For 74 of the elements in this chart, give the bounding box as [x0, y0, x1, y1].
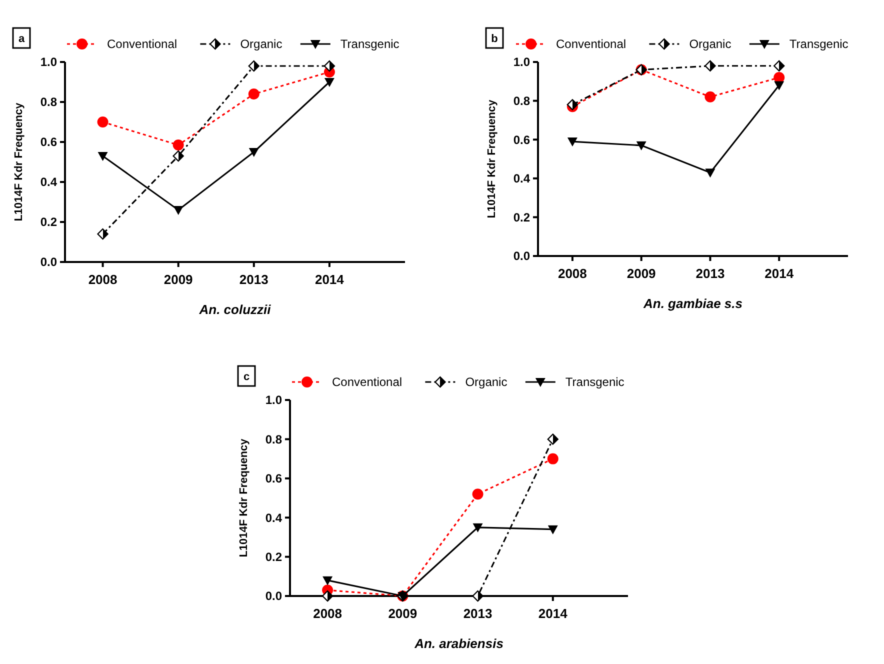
x-tick-label: 2009	[388, 606, 418, 621]
y-tick-label: 0.0	[265, 589, 282, 604]
point	[567, 138, 578, 147]
chart-title: a	[18, 33, 26, 45]
y-axis-title: L1014F Kdr Frequency	[13, 102, 25, 222]
y-tick-label: 0.4	[40, 175, 58, 190]
point	[97, 228, 108, 240]
legend-label: Transgenic	[565, 375, 624, 390]
x-tick-label: 2014	[764, 266, 794, 281]
point	[774, 60, 785, 72]
legend-label: Conventional	[332, 375, 402, 390]
legend-label: Organic	[240, 37, 282, 52]
point	[98, 152, 108, 161]
x-tick-label: 2008	[313, 606, 342, 621]
y-tick-label: 0.8	[40, 95, 58, 110]
point	[248, 60, 260, 72]
y-tick-label: 0.2	[265, 550, 282, 564]
legend-label: Conventional	[556, 37, 626, 52]
point	[97, 116, 108, 128]
y-tick-label: 1.0	[513, 55, 530, 70]
chart-title: c	[243, 371, 250, 383]
y-tick-label: 0.4	[265, 510, 282, 525]
point	[322, 576, 333, 586]
y-tick-label: 0.6	[513, 132, 530, 147]
x-axis-title: An. coluzzii	[198, 302, 272, 317]
point	[472, 488, 484, 500]
x-tick-label: 2008	[88, 272, 118, 287]
point	[324, 78, 334, 87]
x-tick-label: 2008	[558, 266, 587, 281]
x-tick-label: 2014	[538, 606, 568, 621]
y-tick-label: 0.0	[513, 249, 530, 264]
x-tick-label: 2013	[463, 606, 492, 621]
point	[636, 141, 646, 150]
point	[705, 168, 716, 178]
y-tick-label: 0.8	[513, 94, 530, 108]
y-axis-title: L1014F Kdr Frequency	[238, 438, 250, 558]
point	[774, 81, 784, 90]
y-tick-label: 0.0	[40, 255, 58, 270]
chart-title: b	[491, 33, 498, 45]
y-tick-label: 0.2	[40, 215, 58, 230]
y-tick-label: 0.2	[513, 210, 530, 224]
point	[547, 434, 558, 445]
y-tick-label: 1.0	[265, 393, 282, 408]
legend-label: Transgenic	[789, 37, 848, 52]
x-tick-label: 2013	[696, 266, 725, 281]
point	[172, 140, 184, 150]
point	[248, 88, 260, 100]
point	[322, 590, 334, 602]
y-tick-label: 1.0	[40, 55, 58, 70]
point	[547, 453, 558, 464]
legend-label: Transgenic	[340, 37, 400, 52]
point	[472, 590, 484, 602]
y-tick-label: 0.6	[40, 135, 58, 150]
x-axis-title: An. gambiae s.s	[642, 296, 742, 311]
legend-label: Organic	[465, 375, 508, 390]
point	[704, 91, 716, 102]
y-axis-title: L1014F Kdr Frequency	[486, 98, 498, 218]
point	[172, 150, 184, 162]
point	[324, 60, 336, 72]
legend-label: Conventional	[107, 37, 178, 52]
point	[173, 206, 184, 215]
y-tick-label: 0.4	[513, 172, 530, 186]
point	[704, 60, 716, 72]
y-tick-label: 0.6	[265, 472, 282, 486]
x-tick-label: 2014	[314, 272, 345, 287]
x-axis-title: An. arabiensis	[414, 636, 504, 651]
x-tick-label: 2009	[626, 266, 656, 281]
x-tick-label: 2009	[164, 272, 193, 287]
point	[548, 525, 558, 534]
y-tick-label: 0.8	[265, 432, 282, 446]
point	[248, 148, 259, 157]
legend-label: Organic	[689, 37, 732, 52]
x-tick-label: 2013	[239, 272, 268, 287]
point	[472, 523, 483, 532]
